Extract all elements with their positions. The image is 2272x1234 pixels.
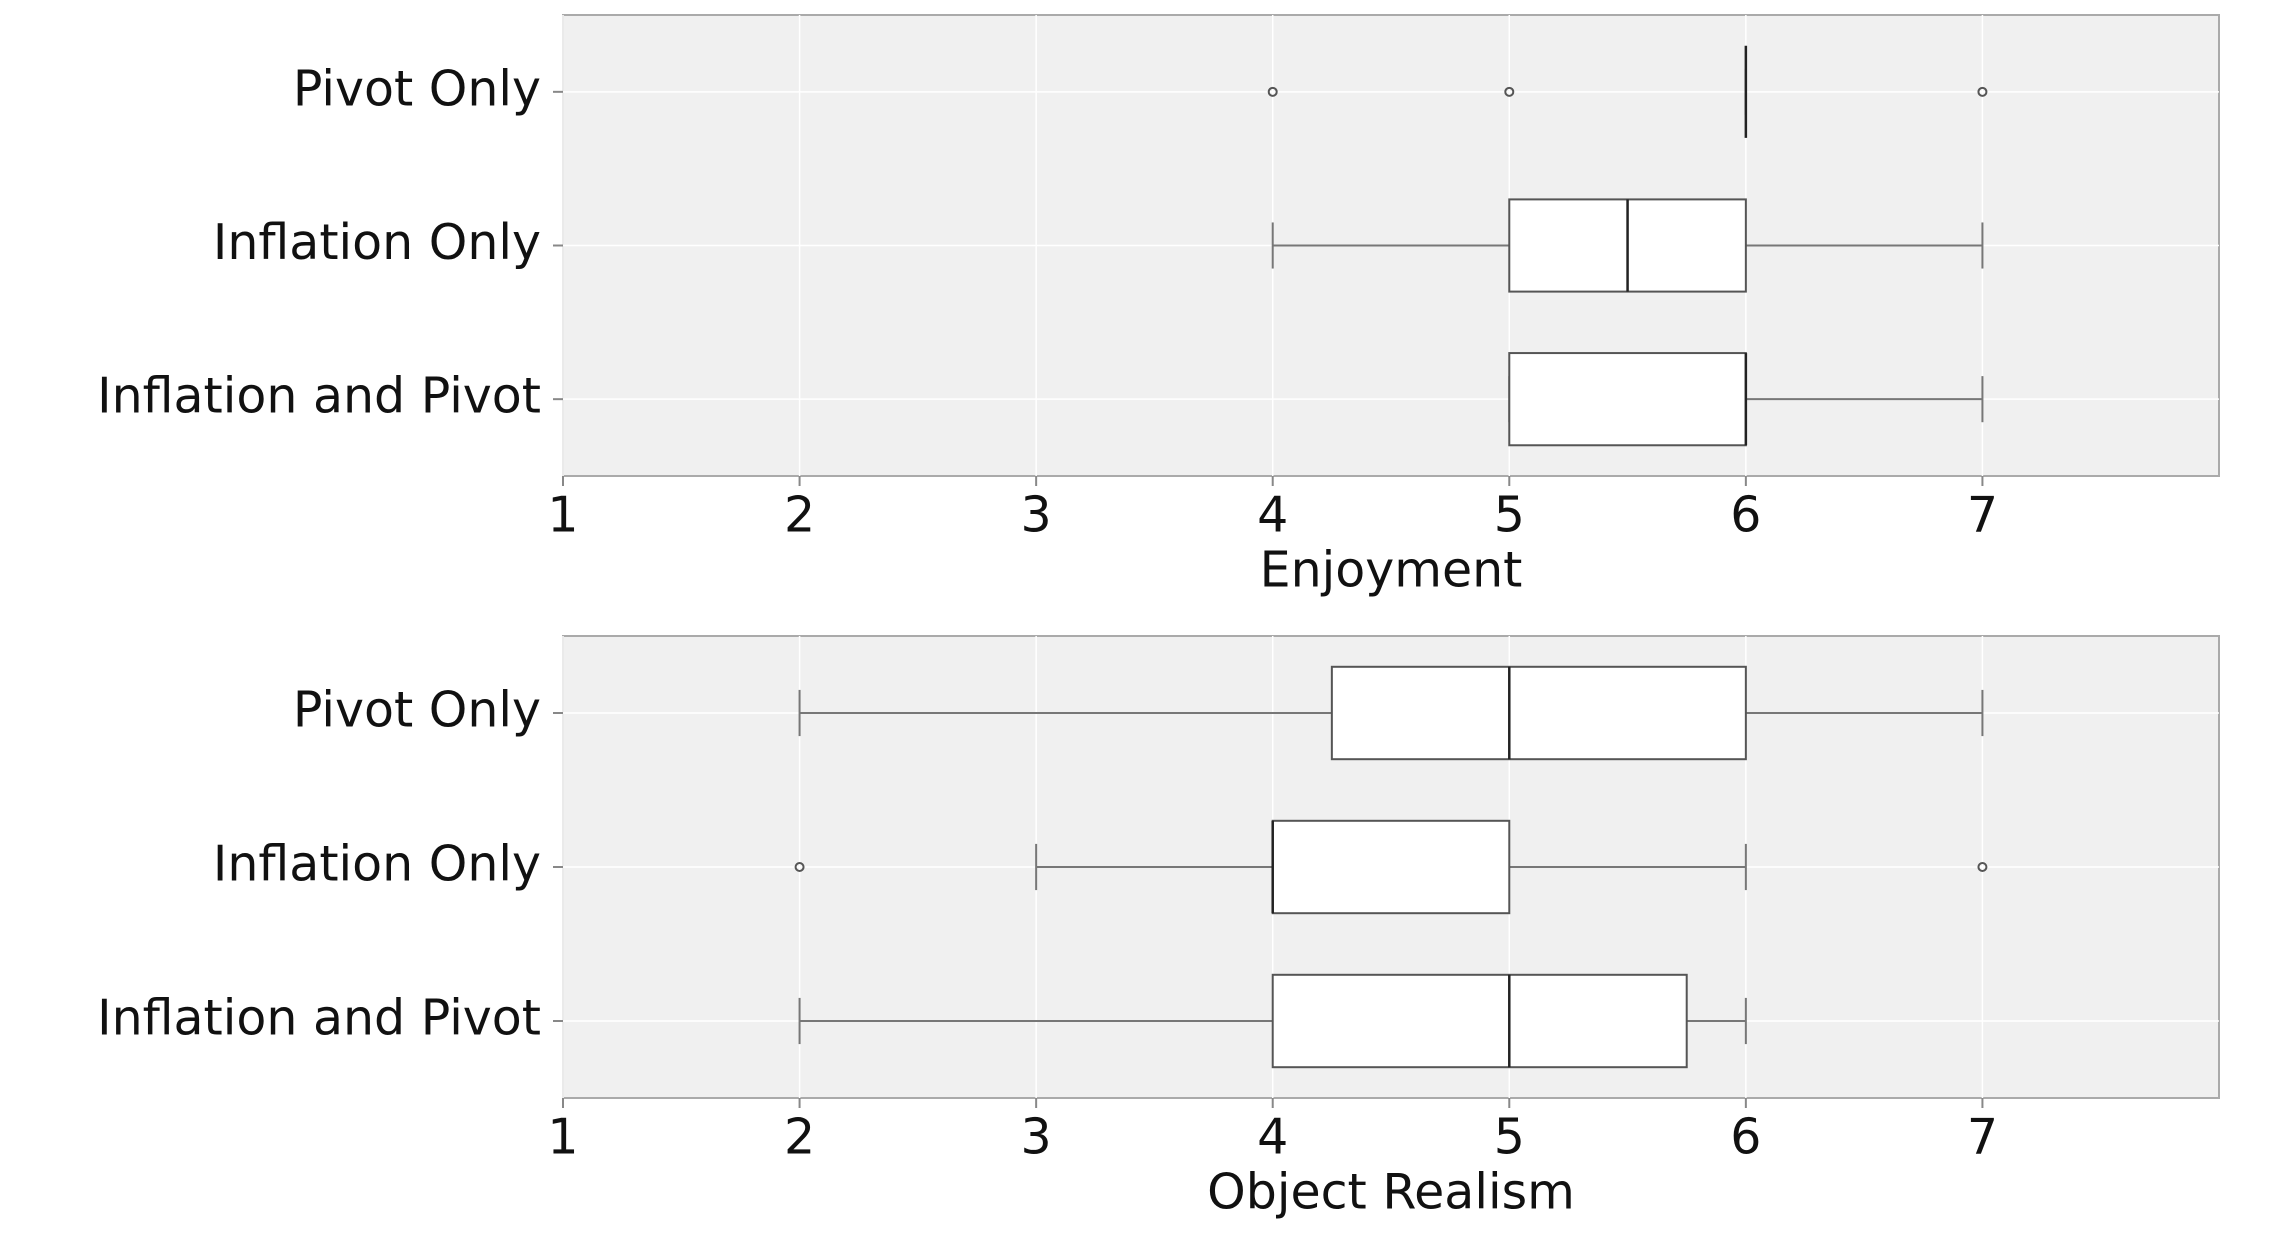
y-tick-label: Inflation Only xyxy=(213,836,541,893)
x-tick-label: 2 xyxy=(784,1109,815,1166)
y-tick-label: Inflation and Pivot xyxy=(97,368,541,425)
box xyxy=(1271,973,1688,1069)
box xyxy=(1271,819,1511,915)
x-tick-label: 2 xyxy=(784,487,815,544)
x-tick-label: 7 xyxy=(1967,487,1998,544)
x-tick-label: 5 xyxy=(1494,1109,1525,1166)
flier xyxy=(1977,86,1988,97)
x-tick-label: 1 xyxy=(547,487,578,544)
y-tick-label: Pivot Only xyxy=(293,60,541,117)
x-tick-label: 3 xyxy=(1021,487,1052,544)
x-tick-label: 4 xyxy=(1257,1109,1288,1166)
y-tick-label: Inflation and Pivot xyxy=(97,990,541,1047)
flier xyxy=(1504,86,1515,97)
x-tick-label: 1 xyxy=(547,1109,578,1166)
x-tick-label: 6 xyxy=(1730,1109,1761,1166)
x-tick-label: 4 xyxy=(1257,487,1288,544)
box xyxy=(1508,352,1747,447)
y-tick-label: Pivot Only xyxy=(293,682,541,739)
x-tick-label: 7 xyxy=(1967,1109,1998,1166)
flier xyxy=(794,862,805,872)
flier xyxy=(1267,86,1278,97)
x-axis-label: Enjoyment xyxy=(1260,542,1523,599)
x-tick-label: 5 xyxy=(1494,487,1525,544)
x-tick-label: 6 xyxy=(1730,487,1761,544)
flier xyxy=(1977,862,1988,872)
y-tick-label: Inflation Only xyxy=(213,214,541,271)
box xyxy=(1330,665,1747,761)
x-tick-label: 3 xyxy=(1021,1109,1052,1166)
x-axis-label: Object Realism xyxy=(1207,1164,1575,1221)
